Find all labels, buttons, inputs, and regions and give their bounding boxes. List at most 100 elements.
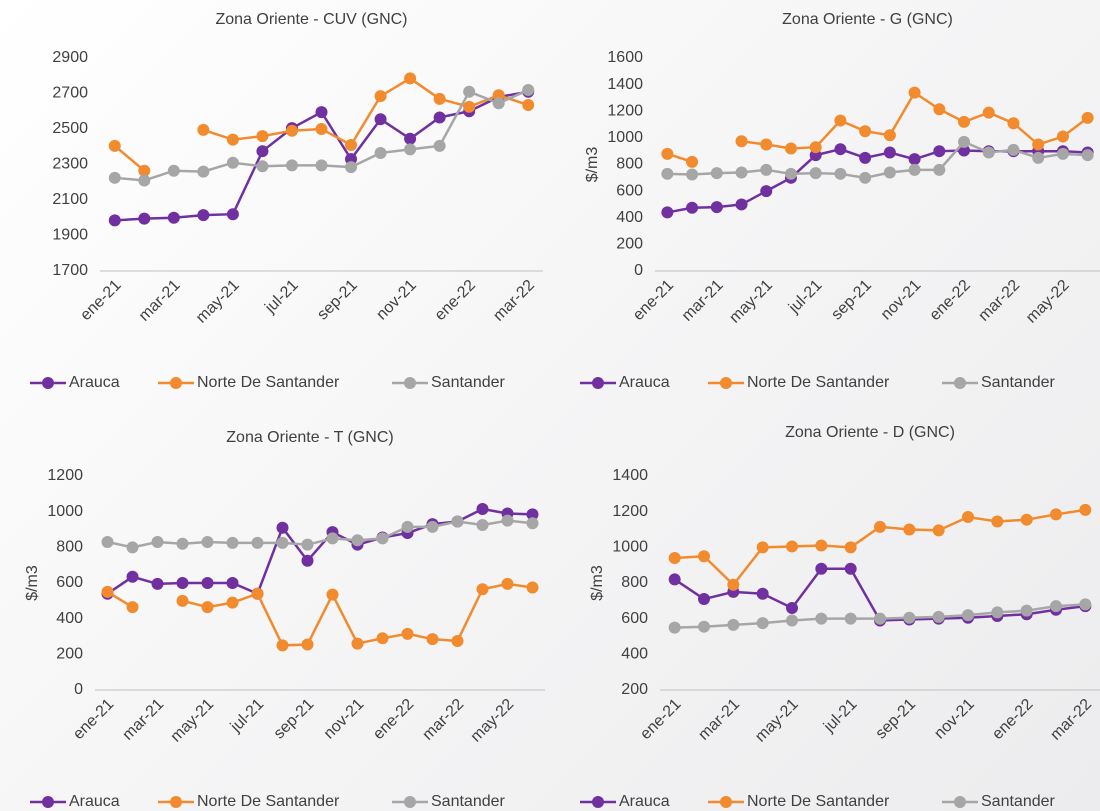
data-point: [351, 637, 364, 650]
data-point: [167, 211, 180, 224]
y-axis-label: $/m3: [584, 147, 601, 183]
y-tick-label: 1400: [612, 467, 648, 484]
y-tick-label: 2100: [52, 191, 88, 208]
data-point: [786, 614, 798, 627]
data-point: [526, 508, 539, 521]
data-point: [982, 106, 995, 119]
data-point: [451, 515, 464, 528]
data-point: [735, 135, 748, 148]
data-point: [760, 138, 773, 151]
legend-marker: [954, 377, 966, 389]
data-point: [404, 143, 417, 156]
data-point: [226, 577, 239, 589]
data-point: [903, 611, 916, 624]
data-point: [698, 620, 710, 633]
data-point: [668, 552, 681, 565]
x-tick-label: ene-22: [370, 696, 417, 743]
data-point: [727, 618, 740, 631]
y-tick-label: 600: [616, 182, 643, 199]
legend-label: Norte De Santander: [197, 374, 340, 391]
legend-marker: [170, 796, 182, 808]
data-point: [756, 617, 769, 630]
data-point: [883, 166, 896, 179]
x-tick-label: jul-21: [785, 277, 825, 317]
data-point: [809, 141, 822, 154]
data-point: [276, 521, 289, 534]
data-point: [883, 146, 896, 159]
data-point: [176, 537, 189, 550]
data-point: [251, 536, 264, 549]
chart-title: Zona Oriente - G (GNC): [782, 11, 953, 28]
data-point: [426, 633, 439, 646]
data-point: [451, 634, 464, 647]
chart-title: Zona Oriente - T (GNC): [226, 429, 393, 446]
data-point: [932, 524, 945, 537]
data-point: [874, 520, 886, 533]
data-point: [784, 142, 797, 155]
x-tick-label: mar-21: [136, 277, 184, 325]
chart-panel: Zona Oriente - G (GNC) $/m3 0 200 400 600 800 1…: [580, 11, 1100, 391]
data-point: [151, 535, 164, 548]
data-point: [883, 129, 896, 142]
y-tick-label: 1200: [47, 467, 83, 484]
legend-label: Norte De Santander: [197, 793, 340, 810]
x-tick-label: ene-22: [989, 696, 1036, 743]
data-point: [256, 160, 269, 173]
data-point: [101, 585, 114, 598]
x-tick-label: nov-21: [373, 277, 420, 324]
data-point: [138, 174, 151, 187]
x-tick-label: may-21: [752, 696, 802, 746]
data-point: [982, 146, 995, 159]
data-point: [176, 594, 189, 607]
data-point: [345, 138, 358, 151]
data-point: [908, 153, 921, 166]
x-tick-label: ene-22: [927, 277, 974, 324]
data-point: [661, 147, 674, 160]
data-point: [315, 159, 328, 172]
data-point: [933, 103, 946, 116]
x-tick-label: sep-21: [873, 696, 920, 743]
data-point: [345, 161, 358, 174]
y-tick-label: 200: [56, 646, 83, 663]
series-line: [202, 76, 529, 147]
x-tick-label: mar-22: [490, 277, 538, 325]
data-point: [374, 90, 387, 103]
data-point: [526, 517, 539, 530]
y-tick-label: 1000: [47, 503, 83, 520]
data-point: [834, 167, 847, 180]
data-point: [1032, 151, 1045, 164]
data-point: [1081, 149, 1094, 162]
data-point: [374, 113, 387, 126]
data-point: [201, 535, 214, 548]
data-point: [962, 609, 974, 622]
data-point: [908, 163, 921, 176]
y-tick-label: 1400: [607, 76, 643, 93]
data-point: [376, 532, 389, 545]
data-point: [167, 164, 180, 177]
data-point: [786, 601, 798, 614]
data-point: [932, 610, 945, 623]
data-point: [958, 135, 971, 148]
data-point: [735, 166, 748, 179]
data-point: [958, 115, 971, 128]
data-point: [735, 198, 748, 211]
data-point: [522, 99, 535, 112]
legend-marker: [720, 377, 732, 389]
y-tick-label: 2300: [52, 156, 88, 173]
data-point: [376, 632, 389, 645]
y-tick-label: 600: [56, 574, 83, 591]
legend-label: Arauca: [69, 374, 120, 391]
y-tick-label: 1000: [607, 129, 643, 146]
data-point: [351, 534, 364, 547]
data-point: [686, 168, 699, 181]
x-tick-label: sep-21: [828, 277, 875, 324]
data-point: [401, 627, 414, 640]
data-point: [176, 577, 189, 589]
y-tick-label: 400: [56, 610, 83, 627]
chart-panel: Zona Oriente - T (GNC) $/m3 0 200 400 600 800 1…: [24, 429, 545, 810]
data-point: [301, 638, 314, 651]
data-point: [276, 639, 289, 652]
data-point: [285, 124, 298, 137]
legend-label: Arauca: [69, 793, 120, 810]
